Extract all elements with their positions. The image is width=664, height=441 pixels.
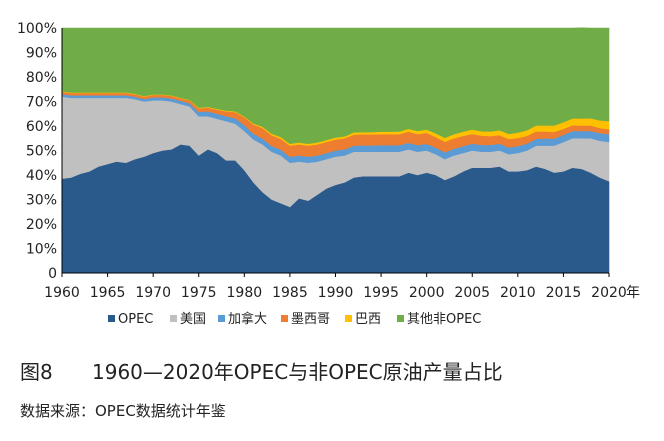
x-tick-label: 2015 — [546, 285, 582, 301]
y-tick-label: 10% — [26, 242, 57, 258]
legend-label: 美国 — [180, 312, 206, 327]
y-tick-label: 80% — [26, 70, 57, 86]
y-tick-label: 0 — [48, 266, 57, 282]
x-tick-label: 2005 — [454, 285, 490, 301]
figure-title: 1960—2020年OPEC与非OPEC原油产量占比 — [92, 360, 503, 384]
legend-label: 巴西 — [355, 312, 381, 327]
y-tick-label: 50% — [26, 144, 57, 160]
x-tick-label: 1980 — [227, 285, 263, 301]
x-tick-label: 1995 — [363, 285, 399, 301]
legend-swatch — [281, 315, 288, 322]
y-tick-label: 40% — [26, 168, 57, 184]
oil-share-chart: 010%20%30%40%50%60%70%80%90%100% 1960 196… — [17, 21, 640, 327]
legend-label: OPEC — [118, 312, 153, 327]
y-tick-label: 70% — [26, 95, 57, 111]
legend-label: 其他非OPEC — [407, 312, 481, 327]
x-axis-unit: 年 — [626, 285, 640, 301]
figure-number: 图8 — [20, 360, 53, 384]
legend-label: 墨西哥 — [291, 312, 330, 327]
x-tick-label: 1990 — [318, 285, 354, 301]
x-tick-label: 2000 — [409, 285, 445, 301]
legend-label: 加拿大 — [228, 311, 267, 327]
y-axis-ticks: 0 10% 20% 30% 40% 50% 60% 70% 80% 90% 100% — [17, 21, 57, 282]
legend-swatch — [397, 315, 404, 322]
legend-swatch — [170, 315, 177, 322]
x-tick-label: 2020 — [591, 285, 627, 301]
figure-caption: 图8 1960—2020年OPEC与非OPEC原油产量占比 — [20, 356, 503, 385]
legend: OPEC 美国 加拿大 墨西哥 巴西 其他非OPEC — [108, 311, 481, 327]
x-tick-label: 2010 — [500, 285, 536, 301]
legend-swatch — [218, 315, 225, 322]
data-source: 数据来源：OPEC数据统计年鉴 — [20, 402, 226, 420]
x-tick-label: 1985 — [272, 285, 308, 301]
x-tick-label: 1970 — [135, 285, 171, 301]
x-tick-label: 1960 — [44, 285, 80, 301]
legend-swatch — [108, 315, 115, 322]
area-series-5 — [61, 27, 610, 144]
x-axis-ticks: 1960 1965 1970 1975 1980 1985 1990 1995 2000 2005… — [44, 273, 640, 301]
stacked-areas — [61, 27, 610, 274]
y-tick-label: 90% — [26, 46, 57, 62]
y-tick-label: 30% — [26, 193, 57, 209]
y-tick-label: 20% — [26, 217, 57, 233]
x-tick-label: 1975 — [181, 285, 217, 301]
y-tick-label: 100% — [17, 21, 57, 37]
x-tick-label: 1965 — [90, 285, 126, 301]
y-tick-label: 60% — [26, 119, 57, 135]
legend-swatch — [345, 315, 352, 322]
